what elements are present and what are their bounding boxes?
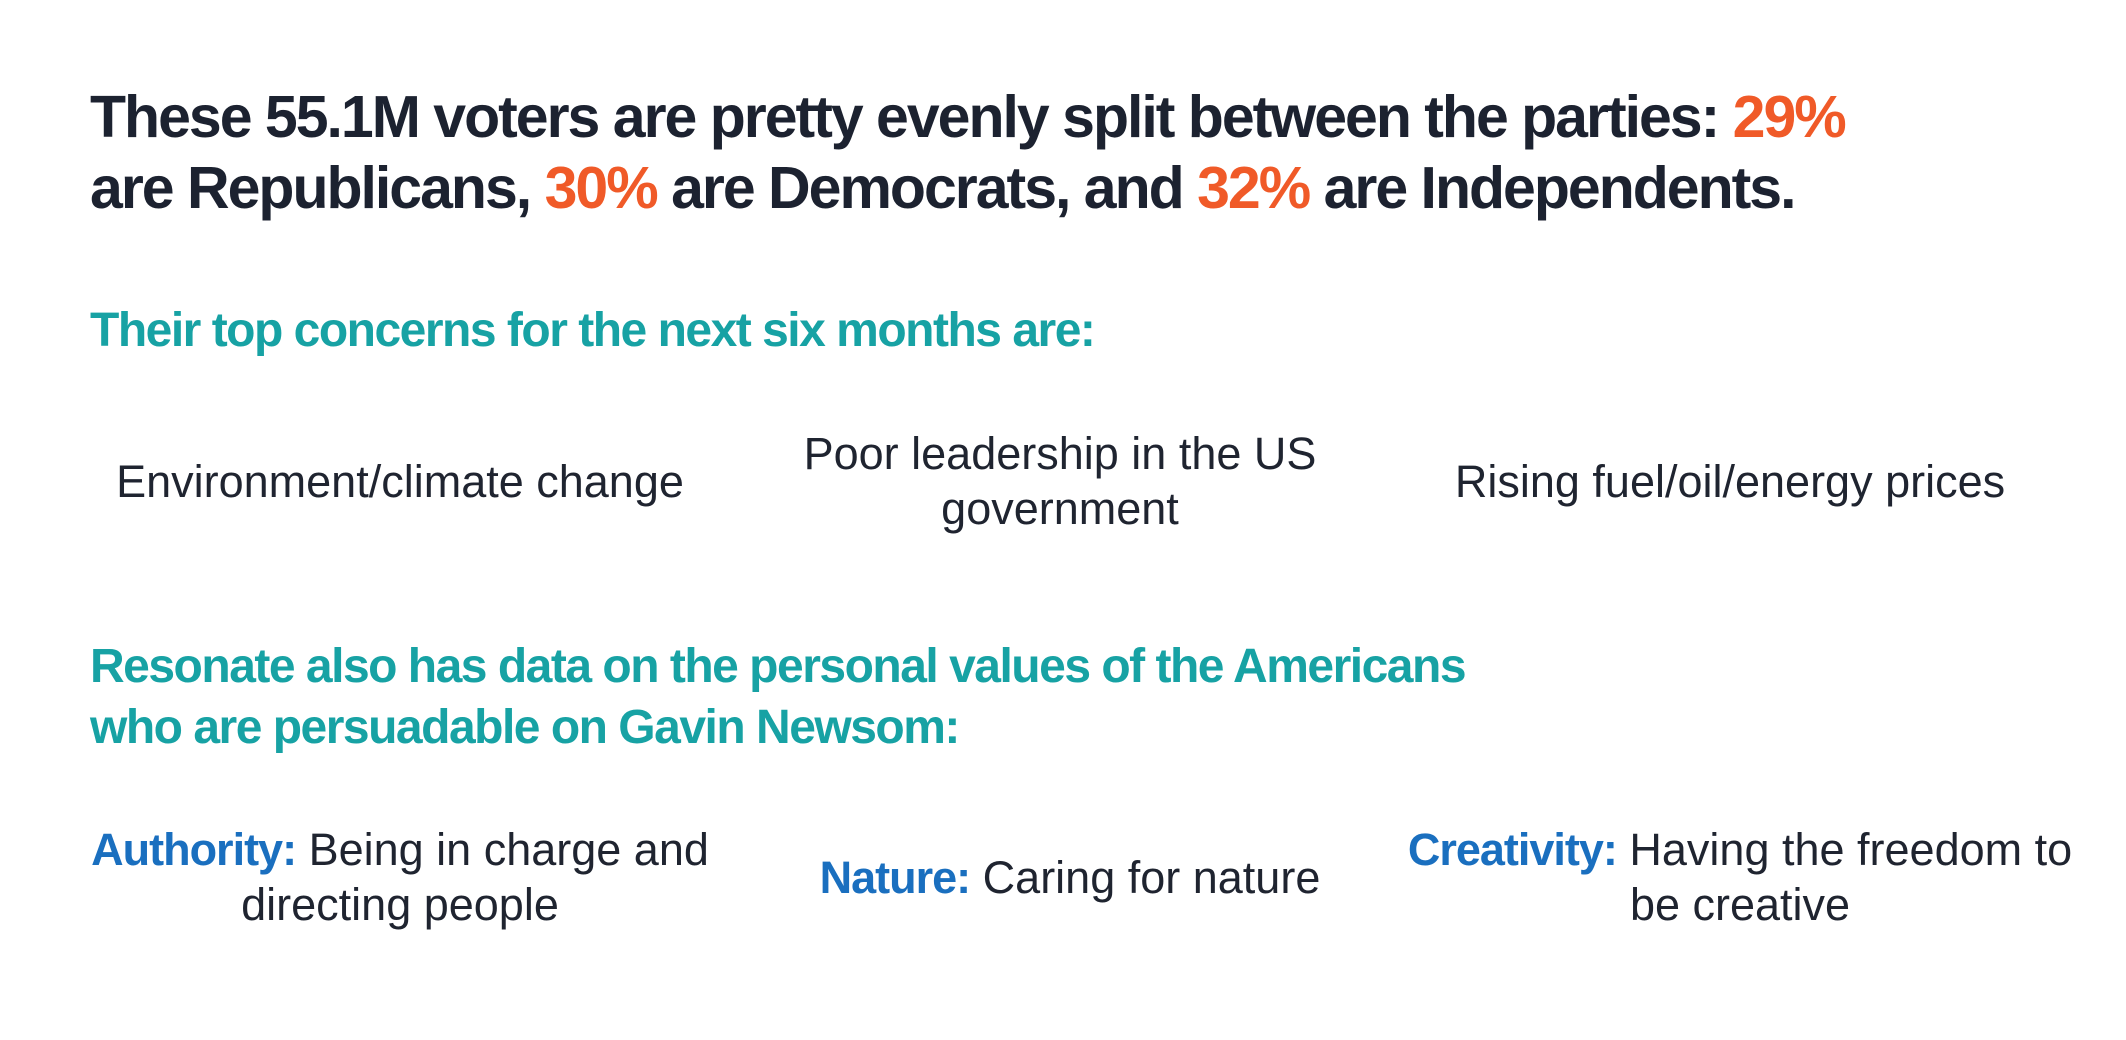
concern-item: Environment/climate change [116,455,684,507]
republican-percent: 29% [1732,84,1847,150]
independent-percent: 32% [1197,155,1311,221]
concern-item: Poor leadership in the US government [803,428,1317,534]
headline-text-part3: are Democrats, and [656,155,1198,221]
value-label: Creativity: [1407,824,1618,875]
concerns-list: Environment/climate change Poor leadersh… [40,416,2100,546]
value-item-nature: Nature: Caring for nature [760,850,1380,905]
concern-item: Rising fuel/oil/energy prices [1454,455,2006,507]
values-list: Authority: Being in charge and directing… [40,812,2100,942]
headline-text-part1: These 55.1M voters are pretty evenly spl… [90,84,1733,150]
democrat-percent: 30% [544,155,659,221]
values-heading: Resonate also has data on the personal v… [90,640,1467,754]
value-item-creativity: Creativity: Having the freedom to be cre… [1380,822,2100,932]
value-label: Authority: [91,824,297,875]
headline-text-part2: are Republicans, [90,155,545,221]
value-item-authority: Authority: Being in charge and directing… [40,822,760,932]
concerns-heading: Their top concerns for the next six mont… [90,304,1096,357]
headline-text-part4: are Independents. [1309,155,1797,221]
value-label: Nature: [819,851,972,903]
value-description: Being in charge and directing people [241,824,709,930]
value-description: Caring for nature [970,851,1321,903]
value-description: Having the freedom to be creative [1616,824,2073,930]
party-split-headline: These 55.1M voters are pretty evenly spl… [90,82,2040,224]
